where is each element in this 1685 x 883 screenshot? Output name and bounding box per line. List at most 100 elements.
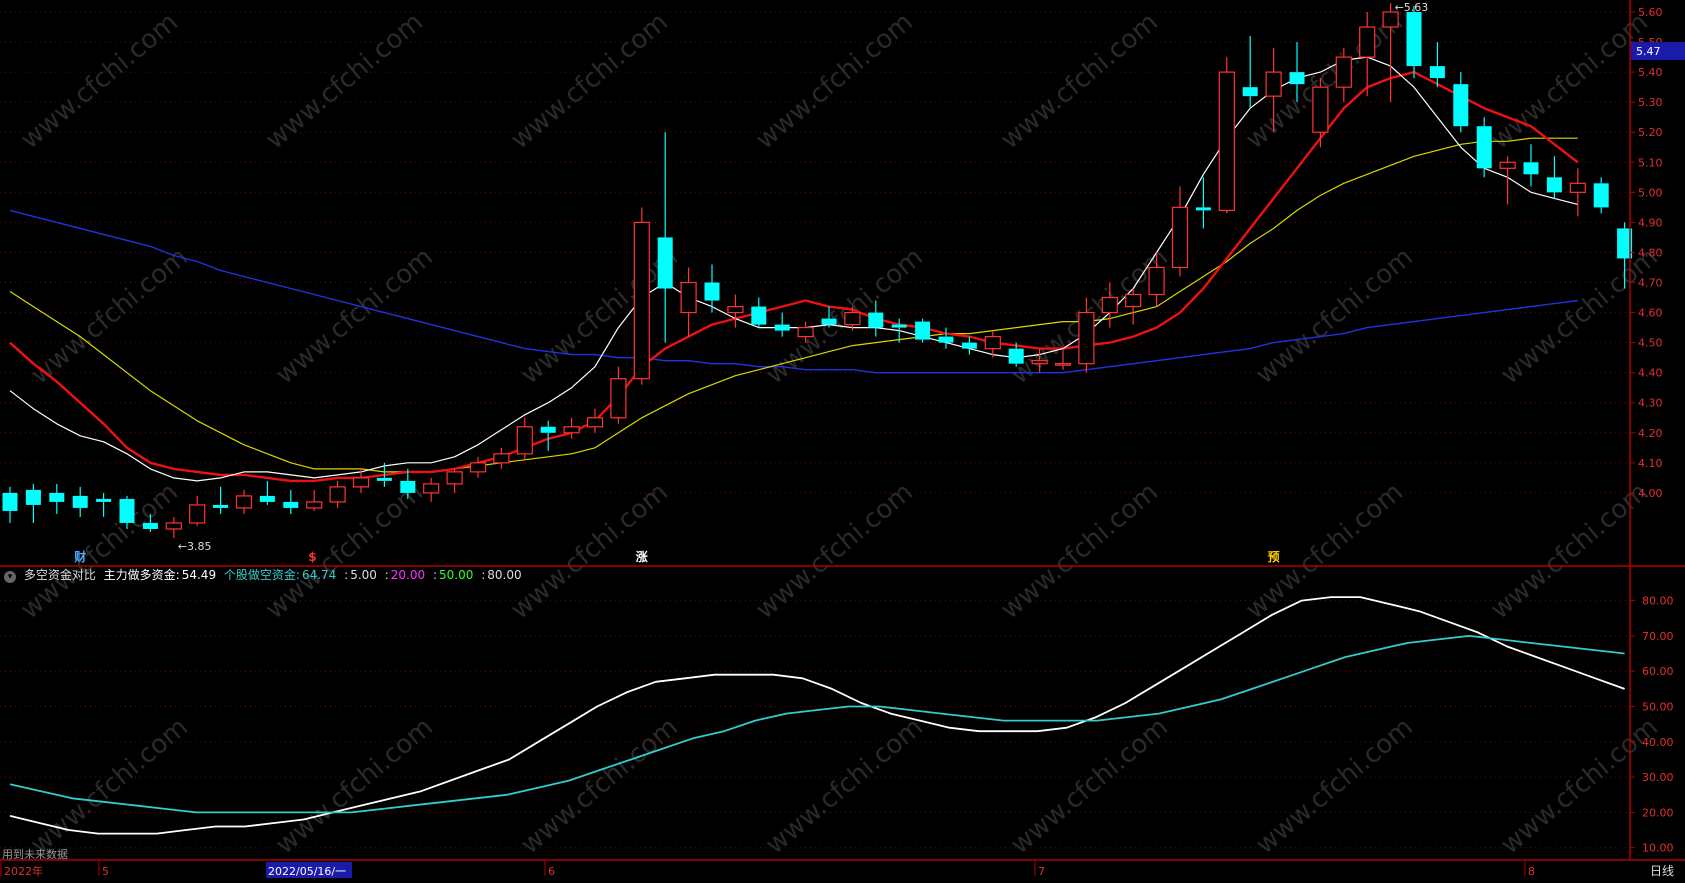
candle	[1359, 12, 1376, 97]
watermark-text: www.cfchi.com	[25, 712, 194, 860]
watermark-text: www.cfchi.com	[1495, 712, 1664, 860]
price-tick-label: 4.50	[1638, 337, 1663, 350]
event-marker: 财	[73, 549, 86, 564]
candle	[306, 489, 323, 511]
candle	[586, 408, 604, 433]
price-tick-label: 4.30	[1638, 397, 1663, 410]
event-marker: 预	[1268, 550, 1280, 564]
short-line	[9, 635, 1625, 814]
level-3: 50.00	[439, 568, 474, 582]
candle-body-down	[142, 522, 158, 529]
candle-body-down	[259, 495, 275, 502]
candle-body-down	[25, 489, 41, 505]
candle-body-down	[657, 237, 673, 289]
candle-body-down	[540, 426, 556, 433]
candle	[1593, 177, 1609, 214]
max-price-label: ←5.63	[1395, 1, 1429, 14]
candle	[844, 306, 861, 331]
candle	[1242, 36, 1258, 109]
ma-yellow-line	[9, 137, 1578, 473]
candle-body-up	[306, 501, 323, 509]
candle-body-down	[1289, 72, 1305, 85]
x-tick-label: 7	[1038, 865, 1045, 878]
candle-body-up	[235, 495, 253, 509]
candle	[516, 417, 533, 460]
watermark-text: www.cfchi.com	[15, 7, 184, 155]
candle	[1523, 144, 1539, 187]
candle-body-up	[1312, 86, 1329, 133]
level-2: 20.00	[390, 568, 426, 582]
candle-body-up	[516, 426, 533, 455]
candle	[49, 483, 65, 514]
ma-blue-line	[9, 209, 1578, 374]
watermark-text: www.cfchi.com	[1250, 712, 1419, 860]
candle-body-down	[1242, 87, 1258, 97]
cursor-date-bg	[266, 862, 352, 878]
candle	[563, 417, 580, 439]
current-price-tag	[1631, 42, 1685, 61]
current-price-label: 5.47	[1636, 45, 1661, 58]
candle-body-up	[844, 311, 861, 326]
sep-2: :	[384, 568, 389, 582]
candle-body-up	[446, 471, 463, 485]
candle	[352, 468, 370, 493]
indicator-title[interactable]: 多空资金对比	[23, 568, 96, 582]
price-tick-label: 4.90	[1638, 216, 1663, 229]
moving-average-layer	[9, 56, 1579, 483]
candle	[610, 366, 627, 424]
price-tick-label: 5.20	[1638, 126, 1663, 139]
candle-body-up	[423, 483, 440, 494]
candle-body-up	[1499, 161, 1516, 169]
sep-4: :	[481, 568, 486, 582]
candle-body-up	[1054, 363, 1072, 366]
candle	[1218, 57, 1235, 214]
candle	[984, 330, 1001, 358]
candle-body-down	[1593, 183, 1609, 208]
sep-3: :	[432, 568, 438, 582]
candle	[1617, 222, 1633, 289]
candle	[961, 336, 977, 355]
indicator-tick-label: 60.00	[1642, 665, 1674, 678]
ma-white-line	[9, 56, 1578, 482]
candle	[704, 264, 720, 313]
candle-body-up	[189, 504, 206, 524]
candle-body-down	[821, 318, 837, 325]
candle-body-up	[586, 417, 604, 428]
candle	[821, 306, 837, 328]
watermark-text: www.cfchi.com	[260, 7, 429, 155]
level-1: 5.00	[350, 568, 377, 582]
candle	[1569, 168, 1586, 217]
candle-body-down	[704, 282, 720, 301]
x-tick-label: 8	[1528, 865, 1535, 878]
candle-body-up	[352, 477, 370, 488]
candle-body-up	[493, 453, 510, 464]
candle	[423, 477, 440, 502]
candle-body-down	[1195, 207, 1211, 211]
watermark-text: www.cfchi.com	[1485, 477, 1654, 625]
candle	[751, 297, 767, 328]
candle	[1476, 117, 1492, 178]
candle	[727, 294, 744, 328]
collapse-icon[interactable]: ▾	[4, 571, 16, 583]
sep-1: :	[344, 568, 349, 582]
candle-body-up	[633, 221, 650, 380]
candle	[657, 132, 673, 343]
candle-body-down	[2, 492, 18, 511]
candle	[633, 207, 650, 385]
candle-body-down	[1008, 348, 1024, 364]
candle	[1078, 297, 1095, 373]
indicator-tick-label: 40.00	[1642, 736, 1674, 749]
candle	[797, 321, 814, 343]
watermark-text: www.cfchi.com	[1250, 242, 1419, 390]
watermark-text: www.cfchi.com	[750, 7, 919, 155]
candles-layer[interactable]	[2, 2, 1633, 538]
price-tick-label: 5.60	[1638, 6, 1663, 19]
candle	[142, 513, 158, 532]
candle-body-down	[1406, 12, 1422, 67]
watermark-text: www.cfchi.com	[995, 7, 1164, 155]
candle	[446, 468, 463, 493]
indicator-tick-label: 20.00	[1642, 806, 1674, 819]
candle-body-up	[610, 378, 627, 419]
candle	[1289, 42, 1305, 103]
